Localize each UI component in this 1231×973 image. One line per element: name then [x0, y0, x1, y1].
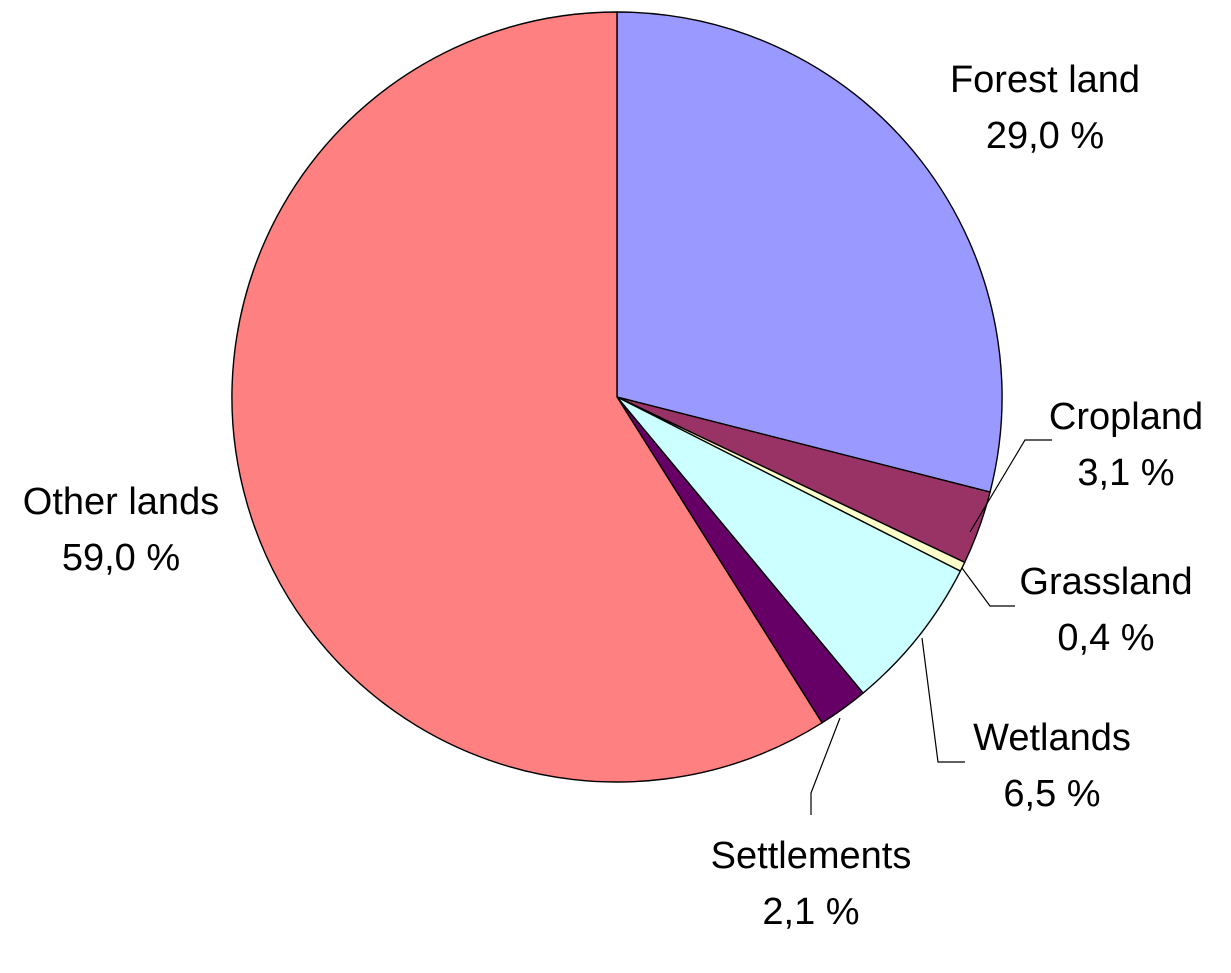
- slice-name-label-forest-land: Forest land: [950, 59, 1140, 101]
- slice-labels: Forest land 29,0 % Cropland 3,1 % Grassland 0…: [23, 59, 1203, 933]
- slice-name-label-wetlands: Wetlands: [973, 717, 1131, 759]
- slice-value-label-cropland: 3,1 %: [1077, 452, 1174, 494]
- leader-line-wetlands: [921, 637, 965, 763]
- leader-line-grassland: [961, 567, 1015, 607]
- slice-value-label-grassland: 0,4 %: [1057, 617, 1154, 659]
- slice-name-label-cropland: Cropland: [1049, 396, 1203, 438]
- leader-line-settlements: [810, 717, 841, 815]
- slice-value-label-settlements: 2,1 %: [762, 891, 859, 933]
- slice-value-label-other-lands: 59,0 %: [62, 537, 180, 579]
- slice-name-label-grassland: Grassland: [1019, 561, 1192, 603]
- slice-value-label-forest-land: 29,0 %: [986, 115, 1104, 157]
- slice-wetlands: [616, 396, 962, 694]
- slice-name-label-settlements: Settlements: [711, 835, 912, 877]
- slice-other-lands: [231, 11, 823, 783]
- leader-line-cropland: [969, 439, 1052, 533]
- pie-slices: [231, 11, 1003, 783]
- slice-value-label-wetlands: 6,5 %: [1003, 773, 1100, 815]
- leader-lines: [810, 439, 1052, 815]
- slice-forest-land: [616, 11, 1003, 493]
- slice-name-label-other-lands: Other lands: [23, 481, 219, 523]
